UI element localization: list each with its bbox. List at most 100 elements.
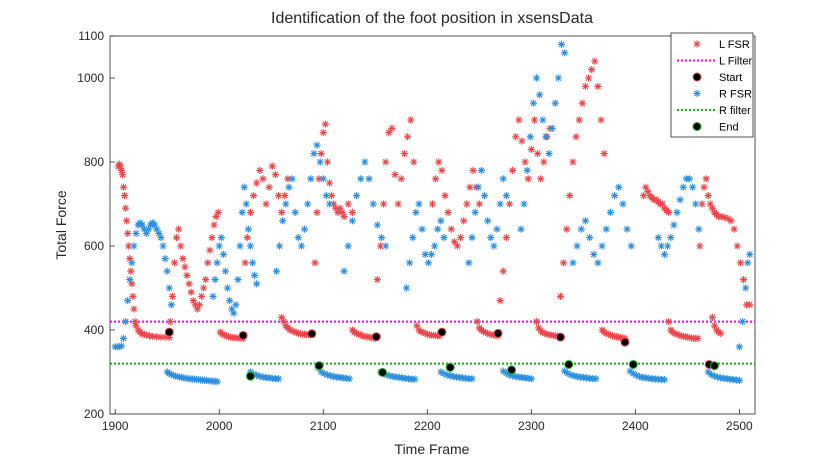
r-fsr-point [692,200,700,208]
x-tick-label: 2000 [206,419,233,433]
l-fsr-point [509,166,517,174]
l-fsr-point [352,329,361,337]
l-fsr-point [710,322,719,330]
r-fsr-point [484,217,492,225]
r-fsr-point [352,192,361,200]
x-tick-label: 2500 [726,419,753,433]
end-marker [245,371,255,381]
legend-r-filter-label: R filter [719,105,751,117]
r-fsr-point [468,234,476,242]
l-fsr-point [179,255,187,263]
l-fsr-point [539,328,547,337]
r-fsr-point [297,242,306,250]
l-fsr-point [475,200,483,208]
r-fsr-point [140,225,148,233]
r-fsr-point [126,276,134,284]
x-axis-label: Time Frame [395,441,470,457]
start-marker [164,327,174,337]
l-fsr-point [222,332,231,340]
l-fsr-point [403,133,412,141]
r-fsr-point [357,175,365,183]
l-fsr-point [189,297,197,305]
l-fsr-point [256,166,264,174]
l-fsr-point [253,179,261,187]
legend-r-fsr-swatch [693,89,701,98]
l-fsr-point [588,66,596,74]
r-fsr-point [440,370,448,378]
r-fsr-point [310,150,318,158]
r-fsr-point [573,242,581,250]
l-fsr-point [407,116,415,124]
r-fsr-point [226,297,234,305]
l-fsr-point [183,271,191,279]
l-fsr-point [600,150,608,158]
r-fsr-point [487,234,495,242]
l-fsr-point [559,259,568,267]
r-fsr-point [246,242,255,250]
r-fsr-point [317,368,325,376]
l-fsr-point [290,328,298,336]
r-fsr-point [679,183,687,191]
l-fsr-point [453,242,462,250]
r-fsr-point [119,334,128,342]
y-tick-label: 1000 [77,71,104,85]
r-fsr-point [307,175,315,183]
l-fsr-point [313,208,321,216]
l-fsr-point [473,318,481,326]
l-fsr-point [502,234,510,242]
l-fsr-point [210,221,218,229]
l-fsr-point [344,200,352,208]
l-fsr-point [332,204,340,212]
r-fsr-point [536,91,544,99]
l-fsr-point [530,116,539,124]
r-fsr-point [735,376,743,384]
l-fsr-point [724,215,732,223]
l-fsr-point [116,162,125,170]
r-fsr-point [629,370,637,378]
y-tick-label: 400 [84,323,104,337]
r-fsr-point [557,40,566,48]
l-fsr-point [317,150,325,158]
l-fsr-point [421,329,429,337]
l-fsr-point [640,192,648,200]
legend-start-label: Start [719,72,742,84]
l-fsr-point [450,238,458,246]
l-fsr-point [348,208,356,216]
l-fsr-point [177,242,185,250]
l-fsr-point [499,267,507,275]
legend-end-label: End [719,122,739,134]
r-fsr-point [673,208,681,216]
r-fsr-point [421,250,429,258]
l-fsr-point [466,183,474,191]
l-fsr-point [698,200,706,208]
l-fsr-point [206,246,214,254]
r-fsr-point [163,267,171,275]
r-fsr-point [542,133,550,141]
l-fsr-point [484,329,492,337]
l-fsr-point [419,328,427,337]
legend-l-fsr-swatch [693,40,701,48]
l-fsr-point [246,208,255,216]
r-fsr-point [744,259,752,267]
l-fsr-point [185,280,193,288]
l-fsr-point [128,280,136,288]
r-fsr-point [695,225,703,233]
r-fsr-point [279,217,287,225]
r-fsr-point [602,225,610,233]
r-fsr-point [517,225,525,233]
r-fsr-point [138,221,146,229]
r-fsr-point [326,372,335,380]
r-fsr-point [151,221,159,229]
r-fsr-point [165,284,173,292]
r-fsr-point [221,267,230,275]
l-fsr-point [388,124,396,132]
r-fsr-point [115,343,123,351]
l-fsr-point [669,328,677,336]
l-fsr-point [119,183,128,191]
end-marker [507,365,517,375]
r-fsr-point [253,371,261,379]
r-fsr-point [161,255,169,263]
r-fsr-point [213,378,221,386]
l-fsr-point [444,208,452,216]
